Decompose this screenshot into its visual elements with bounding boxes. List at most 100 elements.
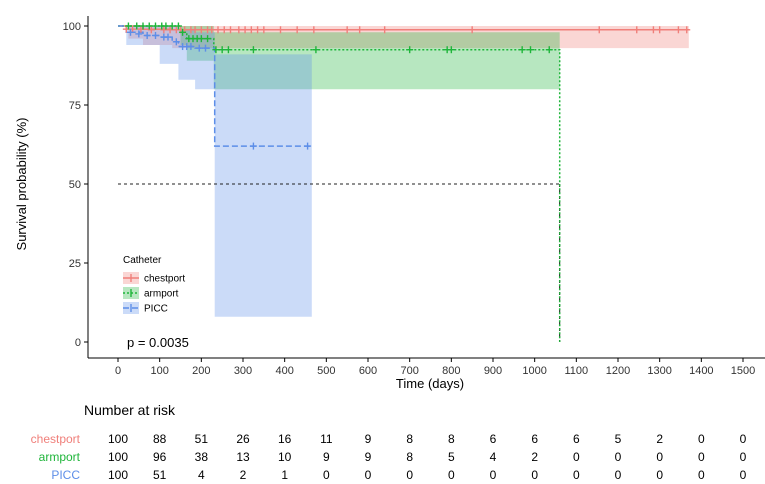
censor-mark-picc <box>143 31 151 39</box>
risk-cell: 51 <box>195 432 209 446</box>
censor-mark-chestport <box>235 26 243 34</box>
censor-mark-armport <box>145 22 153 30</box>
censor-mark-armport <box>312 46 320 54</box>
risk-cell: 8 <box>406 450 413 464</box>
censor-mark-armport <box>174 22 182 30</box>
censor-mark-chestport <box>241 26 249 34</box>
x-tick-label: 1000 <box>522 365 546 377</box>
ci-band-picc <box>118 26 312 317</box>
risk-cell: 10 <box>278 450 292 464</box>
censor-mark-armport <box>197 35 205 43</box>
censor-mark-picc <box>187 43 195 51</box>
censor-mark-armport <box>133 22 141 30</box>
risk-cell: 0 <box>656 450 663 464</box>
censor-mark-armport <box>168 22 176 30</box>
risk-cell: 0 <box>448 468 455 482</box>
risk-cell: 0 <box>573 450 580 464</box>
censor-mark-armport <box>447 46 455 54</box>
censor-mark-picc <box>127 28 134 36</box>
risk-cell: 2 <box>531 450 538 464</box>
risk-cell: 0 <box>573 468 580 482</box>
x-tick-label: 1400 <box>689 365 713 377</box>
risk-cell: 9 <box>365 432 372 446</box>
x-tick-label: 200 <box>192 365 210 377</box>
x-tick-label: 1500 <box>731 365 755 377</box>
censor-mark-armport <box>152 22 159 30</box>
censor-mark-armport <box>249 46 257 54</box>
y-tick-label: 75 <box>69 100 81 112</box>
risk-cell: 4 <box>490 450 497 464</box>
risk-cell: 0 <box>698 450 705 464</box>
risk-cell: 2 <box>656 432 663 446</box>
censor-mark-chestport <box>197 26 205 34</box>
censor-mark-chestport <box>633 26 641 34</box>
censor-mark-chestport <box>356 26 364 34</box>
censor-mark-chestport <box>214 26 222 34</box>
y-tick-label: 100 <box>63 21 81 33</box>
x-tick-label: 100 <box>150 365 168 377</box>
legend-label: armport <box>144 289 179 300</box>
x-tick-label: 900 <box>484 365 502 377</box>
censor-mark-chestport <box>683 26 691 34</box>
x-tick-label: 1100 <box>565 365 589 377</box>
censor-mark-armport <box>527 46 534 54</box>
censor-mark-armport <box>518 46 526 54</box>
risk-cell: 0 <box>323 468 330 482</box>
risk-row-label-chestport: chestport <box>31 432 81 446</box>
censor-mark-armport <box>139 22 147 30</box>
censor-mark-chestport <box>247 26 255 34</box>
censor-mark-chestport <box>674 26 682 34</box>
risk-cell: 96 <box>153 450 167 464</box>
censor-mark-chestport <box>227 26 234 34</box>
y-tick-label: 25 <box>69 258 81 270</box>
censor-mark-chestport <box>220 26 228 34</box>
censor-mark-chestport <box>656 26 664 34</box>
risk-cell: 5 <box>448 450 455 464</box>
risk-cell: 9 <box>323 450 330 464</box>
risk-cell: 0 <box>365 468 372 482</box>
risk-cell: 8 <box>448 432 455 446</box>
x-tick-label: 1200 <box>606 365 630 377</box>
ci-band-chestport <box>118 26 689 49</box>
legend: Catheter chestport armport PICC <box>123 255 185 315</box>
censor-mark-armport <box>162 22 170 30</box>
censor-mark-chestport <box>293 26 301 34</box>
legend-label: chestport <box>144 274 185 285</box>
censor-mark-chestport <box>191 26 199 34</box>
risk-row-label-armport: armport <box>39 450 81 464</box>
censor-mark-chestport <box>166 26 174 34</box>
risk-cell: 4 <box>198 468 205 482</box>
x-tick-label: 700 <box>400 365 418 377</box>
risk-cell: 11 <box>320 432 333 446</box>
censor-mark-armport <box>204 35 212 43</box>
risk-cell: 2 <box>240 468 247 482</box>
risk-cell: 0 <box>406 468 413 482</box>
median-reference-lines <box>118 183 561 342</box>
censor-mark-armport <box>406 46 414 54</box>
risk-cell: 6 <box>573 432 580 446</box>
x-axis-label: Time (days) <box>396 376 464 391</box>
risk-cell: 6 <box>490 432 497 446</box>
y-axis-label: Survival probability (%) <box>14 118 29 251</box>
risk-cell: 100 <box>108 468 128 482</box>
censor-mark-chestport <box>147 26 155 34</box>
censor-mark-picc <box>304 142 312 150</box>
risk-cell: 0 <box>615 450 622 464</box>
censor-mark-picc <box>195 44 203 52</box>
risk-cell: 26 <box>236 432 250 446</box>
legend-entry-armport: armport <box>123 287 179 300</box>
risk-cell: 0 <box>615 468 622 482</box>
risk-cell: 88 <box>153 432 167 446</box>
legend-title: Catheter <box>123 255 162 266</box>
censor-mark-chestport <box>649 26 657 34</box>
risk-cell: 5 <box>615 432 622 446</box>
risk-cell: 0 <box>740 432 747 446</box>
x-tick-label: 0 <box>115 365 121 377</box>
censor-mark-chestport <box>468 26 476 34</box>
risk-cell: 0 <box>698 468 705 482</box>
censor-mark-armport <box>545 46 553 54</box>
risk-cell: 8 <box>406 432 413 446</box>
